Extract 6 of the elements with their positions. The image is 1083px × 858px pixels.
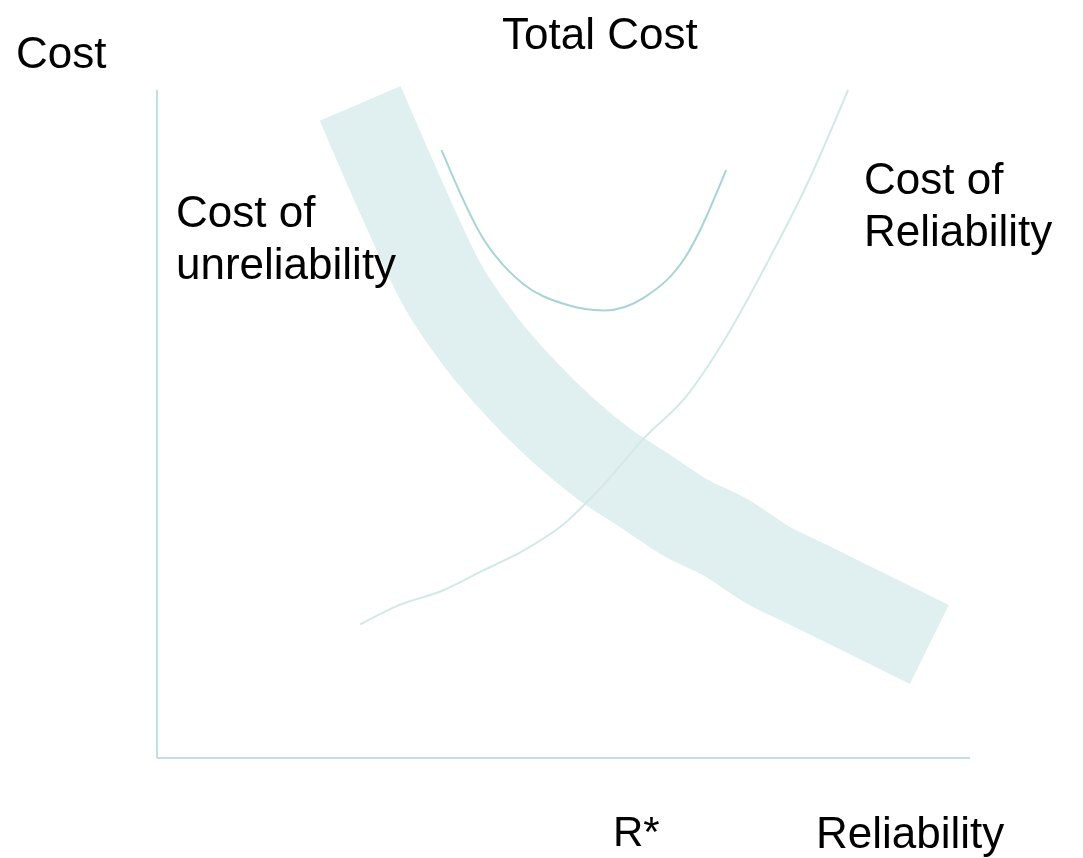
series-label: Cost of unreliability (176, 186, 398, 290)
x-axis-title: Reliability (816, 808, 1005, 858)
y-axis-title: Cost (16, 28, 107, 78)
text: Total Cost (502, 8, 699, 60)
text: R* (613, 808, 660, 856)
series-label: Cost of Reliability (864, 153, 1054, 257)
